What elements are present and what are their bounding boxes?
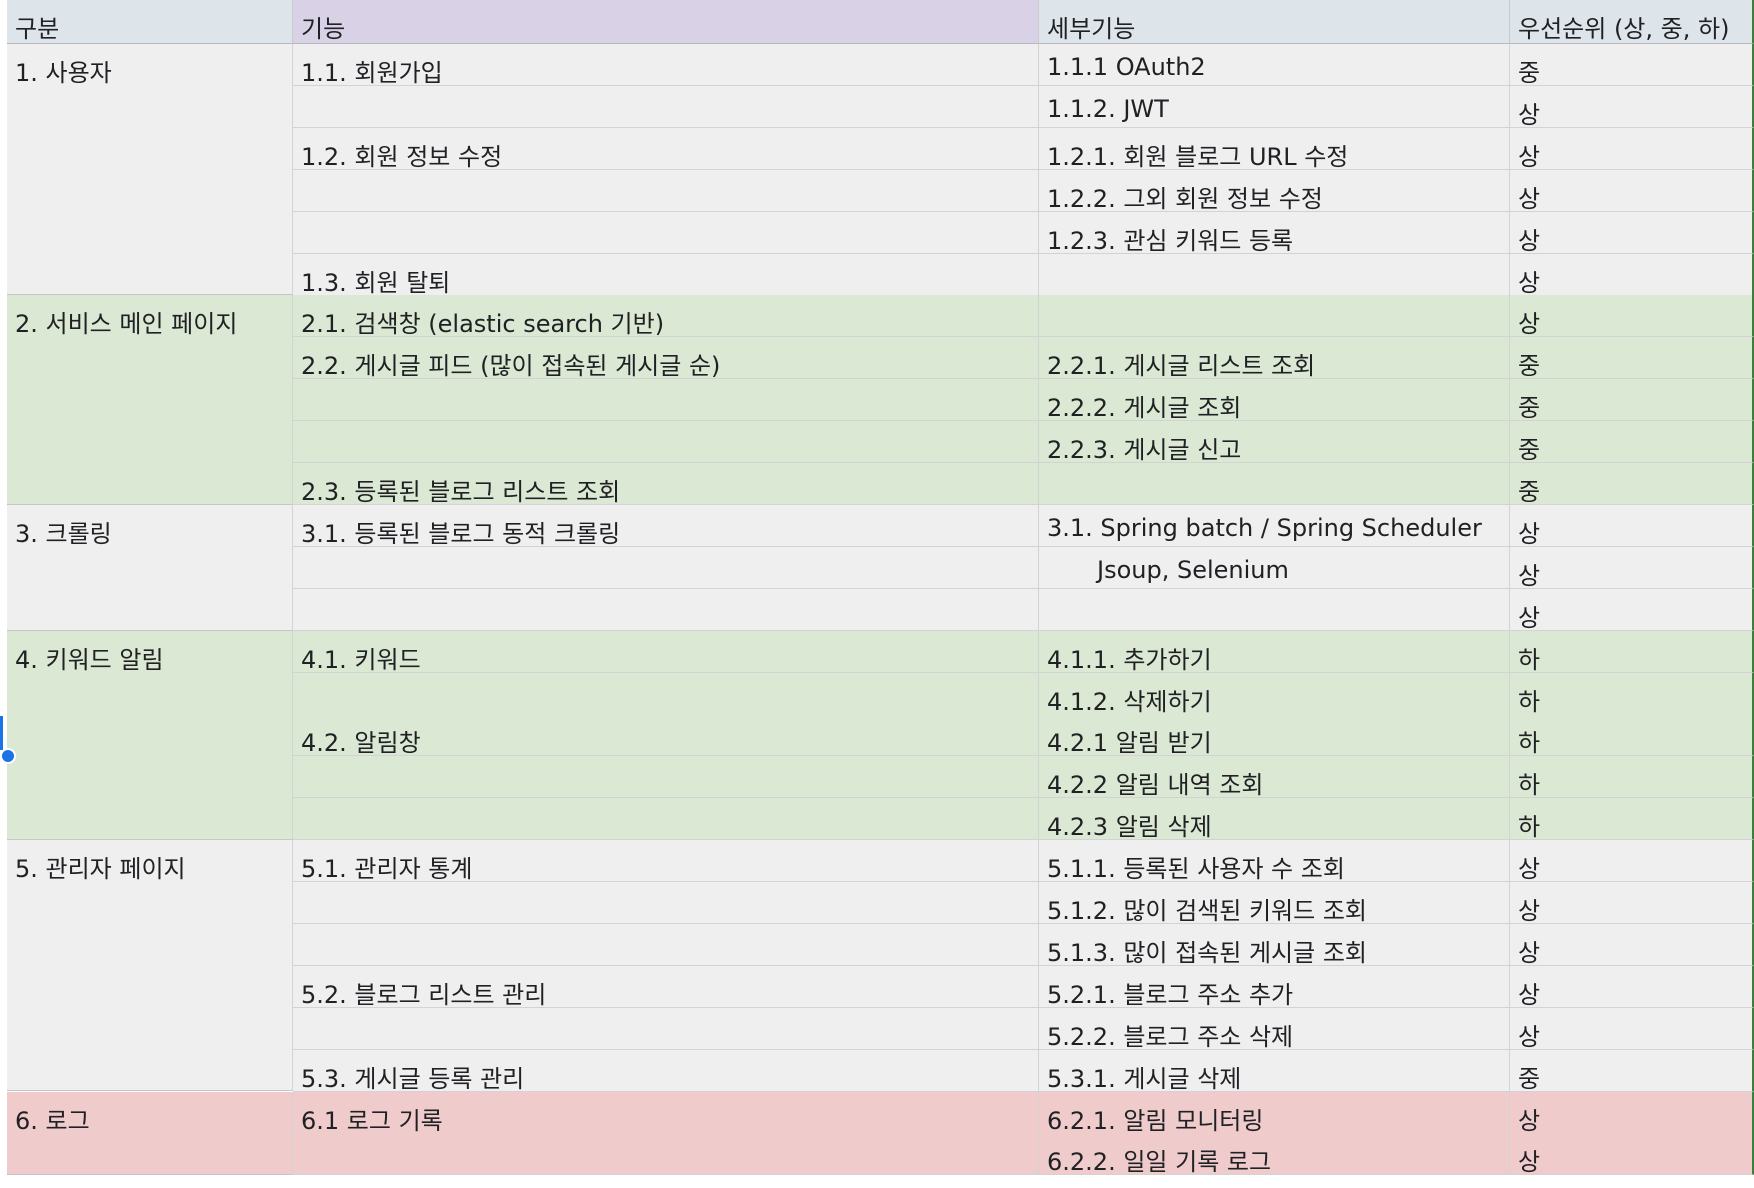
priority-cell[interactable]: 상 <box>1510 1133 1754 1176</box>
feature-cell[interactable] <box>293 421 1039 464</box>
selection-handle[interactable] <box>0 748 16 764</box>
feature-cell[interactable] <box>293 211 1039 254</box>
priority-cell[interactable]: 상 <box>1510 85 1754 128</box>
detail-cell[interactable]: 3.1. Spring batch / Spring Scheduler <box>1039 504 1510 547</box>
priority-cell[interactable]: 하 <box>1510 714 1754 757</box>
priority-cell[interactable]: 하 <box>1510 630 1754 673</box>
priority-cell[interactable]: 상 <box>1510 882 1754 924</box>
priority-cell[interactable]: 상 <box>1510 1091 1754 1134</box>
header-detail[interactable]: 세부기능 <box>1039 0 1510 44</box>
detail-cell[interactable]: 1.2.2. 그외 회원 정보 수정 <box>1039 169 1510 212</box>
detail-cell[interactable]: 5.2.1. 블로그 주소 추가 <box>1039 965 1510 1008</box>
feature-cell[interactable] <box>293 1133 1039 1176</box>
detail-cell[interactable] <box>1039 463 1510 505</box>
priority-cell[interactable]: 상 <box>1510 546 1754 589</box>
detail-cell[interactable]: 6.2.1. 알림 모니터링 <box>1039 1091 1510 1134</box>
priority-cell[interactable]: 상 <box>1510 1007 1754 1050</box>
feature-cell[interactable] <box>293 672 1039 715</box>
detail-cell[interactable]: 2.2.1. 게시글 리스트 조회 <box>1039 337 1510 380</box>
priority-cell[interactable]: 중 <box>1510 379 1754 422</box>
priority-cell[interactable]: 상 <box>1510 127 1754 170</box>
detail-cell[interactable]: 5.3.1. 게시글 삭제 <box>1039 1049 1510 1092</box>
priority-cell[interactable]: 중 <box>1510 44 1754 86</box>
detail-cell[interactable]: Jsoup, Selenium <box>1039 546 1510 589</box>
selection-border <box>0 716 3 750</box>
priority-cell[interactable]: 중 <box>1510 421 1754 464</box>
feature-cell[interactable]: 5.1. 관리자 통계 <box>293 840 1039 883</box>
row-gutter <box>0 0 7 1188</box>
detail-cell[interactable] <box>1039 253 1510 296</box>
category-cell[interactable]: 5. 관리자 페이지 <box>7 840 293 1092</box>
detail-cell[interactable]: 2.2.3. 게시글 신고 <box>1039 421 1510 464</box>
category-cell[interactable]: 4. 키워드 알림 <box>7 630 293 841</box>
detail-cell[interactable]: 4.1.2. 삭제하기 <box>1039 672 1510 715</box>
detail-cell[interactable]: 4.2.3 알림 삭제 <box>1039 798 1510 841</box>
feature-cell[interactable]: 4.1. 키워드 <box>293 630 1039 673</box>
priority-cell[interactable]: 상 <box>1510 169 1754 212</box>
feature-cell[interactable]: 2.3. 등록된 블로그 리스트 조회 <box>293 463 1039 505</box>
category-cell[interactable]: 6. 로그 <box>7 1091 293 1176</box>
feature-cell[interactable] <box>293 798 1039 841</box>
feature-cell[interactable]: 6.1 로그 기록 <box>293 1091 1039 1134</box>
feature-cell[interactable]: 2.2. 게시글 피드 (많이 접속된 게시글 순) <box>293 337 1039 380</box>
category-cell[interactable]: 3. 크롤링 <box>7 504 293 631</box>
feature-cell[interactable] <box>293 85 1039 128</box>
header-feature[interactable]: 기능 <box>293 0 1039 44</box>
priority-cell[interactable]: 상 <box>1510 253 1754 296</box>
detail-cell[interactable]: 2.2.2. 게시글 조회 <box>1039 379 1510 422</box>
feature-cell[interactable]: 1.2. 회원 정보 수정 <box>293 127 1039 170</box>
header-category[interactable]: 구분 <box>7 0 293 44</box>
priority-cell[interactable]: 상 <box>1510 211 1754 254</box>
feature-cell[interactable]: 4.2. 알림창 <box>293 714 1039 757</box>
feature-cell[interactable]: 5.2. 블로그 리스트 관리 <box>293 965 1039 1008</box>
sheet-bottom-edge <box>7 1180 1754 1188</box>
priority-cell[interactable]: 하 <box>1510 672 1754 715</box>
priority-cell[interactable]: 상 <box>1510 588 1754 631</box>
priority-cell[interactable]: 상 <box>1510 504 1754 547</box>
feature-cell[interactable]: 5.3. 게시글 등록 관리 <box>293 1049 1039 1092</box>
feature-cell[interactable] <box>293 1007 1039 1050</box>
feature-cell[interactable]: 1.1. 회원가입 <box>293 44 1039 86</box>
detail-cell[interactable] <box>1039 588 1510 631</box>
priority-cell[interactable]: 상 <box>1510 840 1754 883</box>
detail-cell[interactable]: 5.2.2. 블로그 주소 삭제 <box>1039 1007 1510 1050</box>
feature-cell[interactable]: 1.3. 회원 탈퇴 <box>293 253 1039 296</box>
feature-cell[interactable] <box>293 546 1039 589</box>
feature-cell[interactable]: 3.1. 등록된 블로그 동적 크롤링 <box>293 504 1039 547</box>
priority-cell[interactable]: 하 <box>1510 756 1754 799</box>
priority-cell[interactable]: 상 <box>1510 965 1754 1008</box>
detail-cell[interactable]: 1.1.2. JWT <box>1039 85 1510 128</box>
detail-cell[interactable]: 5.1.1. 등록된 사용자 수 조회 <box>1039 840 1510 883</box>
feature-cell[interactable] <box>293 756 1039 799</box>
detail-cell[interactable]: 5.1.3. 많이 접속된 게시글 조회 <box>1039 923 1510 966</box>
detail-cell[interactable]: 4.2.1 알림 받기 <box>1039 714 1510 757</box>
header-priority[interactable]: 우선순위 (상, 중, 하) <box>1510 0 1754 44</box>
feature-cell[interactable] <box>293 882 1039 924</box>
feature-cell[interactable] <box>293 169 1039 212</box>
priority-cell[interactable]: 중 <box>1510 463 1754 505</box>
detail-cell[interactable]: 4.1.1. 추가하기 <box>1039 630 1510 673</box>
detail-cell[interactable]: 4.2.2 알림 내역 조회 <box>1039 756 1510 799</box>
detail-cell[interactable]: 6.2.2. 일일 기록 로그 <box>1039 1133 1510 1176</box>
priority-cell[interactable]: 중 <box>1510 1049 1754 1092</box>
detail-cell[interactable]: 1.1.1 OAuth2 <box>1039 44 1510 86</box>
feature-cell[interactable] <box>293 923 1039 966</box>
category-cell[interactable]: 2. 서비스 메인 페이지 <box>7 295 293 505</box>
detail-cell[interactable]: 1.2.1. 회원 블로그 URL 수정 <box>1039 127 1510 170</box>
category-cell[interactable]: 1. 사용자 <box>7 44 293 296</box>
detail-cell[interactable]: 5.1.2. 많이 검색된 키워드 조회 <box>1039 882 1510 924</box>
priority-cell[interactable]: 중 <box>1510 337 1754 380</box>
feature-cell[interactable] <box>293 379 1039 422</box>
priority-cell[interactable]: 상 <box>1510 295 1754 338</box>
feature-cell[interactable]: 2.1. 검색창 (elastic search 기반) <box>293 295 1039 338</box>
detail-cell[interactable] <box>1039 295 1510 338</box>
priority-cell[interactable]: 하 <box>1510 798 1754 841</box>
feature-cell[interactable] <box>293 588 1039 631</box>
priority-cell[interactable]: 상 <box>1510 923 1754 966</box>
detail-cell[interactable]: 1.2.3. 관심 키워드 등록 <box>1039 211 1510 254</box>
